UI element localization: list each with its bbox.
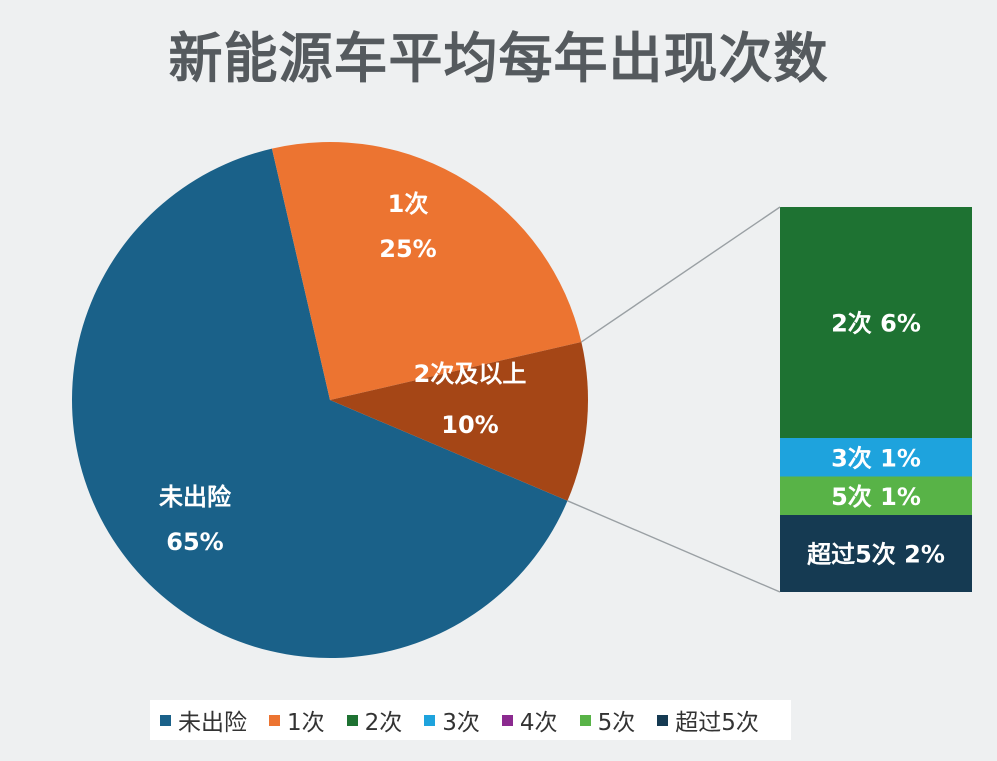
legend-item: 1次	[269, 703, 325, 737]
pie-slice-value-label: 10%	[441, 411, 498, 439]
pie-slice-label: 2次及以上	[414, 360, 527, 388]
pie-slice-value-label: 25%	[379, 235, 436, 263]
legend-item: 未出险	[160, 703, 247, 737]
pie-slice	[71, 148, 568, 658]
legend-label: 2次	[364, 710, 403, 736]
legend-label: 超过5次	[675, 710, 759, 736]
pie-slice-label: 1次	[388, 190, 429, 218]
breakdown-bar-segment	[780, 438, 972, 477]
legend-swatch	[269, 714, 280, 726]
pie-slice-value-label: 65%	[166, 528, 223, 556]
legend-item: 5次	[579, 703, 636, 737]
breakdown-bar-segment	[780, 207, 972, 438]
legend-label: 未出险	[178, 710, 247, 736]
legend-swatch	[657, 714, 669, 726]
pie-slice	[271, 142, 582, 400]
chart-legend: 未出险 1次 2次 3次 4次 5次 超过5次	[150, 700, 791, 740]
legend-swatch	[501, 714, 513, 726]
breakdown-segment-label: 5次 1%	[831, 483, 921, 511]
breakdown-segment-label: 2次 6%	[831, 310, 921, 338]
legend-swatch	[424, 714, 436, 726]
chart-title: 新能源车平均每年出现次数	[168, 27, 829, 90]
breakdown-segment-label: 超过5次 2%	[807, 541, 945, 569]
connector-line	[567, 500, 781, 593]
legend-swatch	[160, 714, 171, 726]
legend-label: 3次	[442, 710, 480, 736]
legend-label: 1次	[287, 710, 325, 736]
breakdown-segment-label: 3次 1%	[831, 444, 921, 472]
legend-label: 5次	[597, 710, 636, 736]
breakdown-bar-segment	[780, 515, 972, 592]
connector-line	[580, 206, 781, 343]
legend-item: 2次	[346, 703, 403, 737]
legend-swatch	[346, 714, 358, 726]
pie-slice	[330, 341, 588, 501]
legend-item: 3次	[424, 703, 480, 737]
legend-item: 4次	[501, 703, 558, 737]
breakdown-bar-segment	[780, 476, 972, 515]
legend-swatch	[579, 714, 591, 726]
pie-slice-label: 未出险	[159, 483, 232, 511]
legend-item: 超过5次	[657, 703, 759, 737]
legend-label: 4次	[519, 710, 558, 736]
